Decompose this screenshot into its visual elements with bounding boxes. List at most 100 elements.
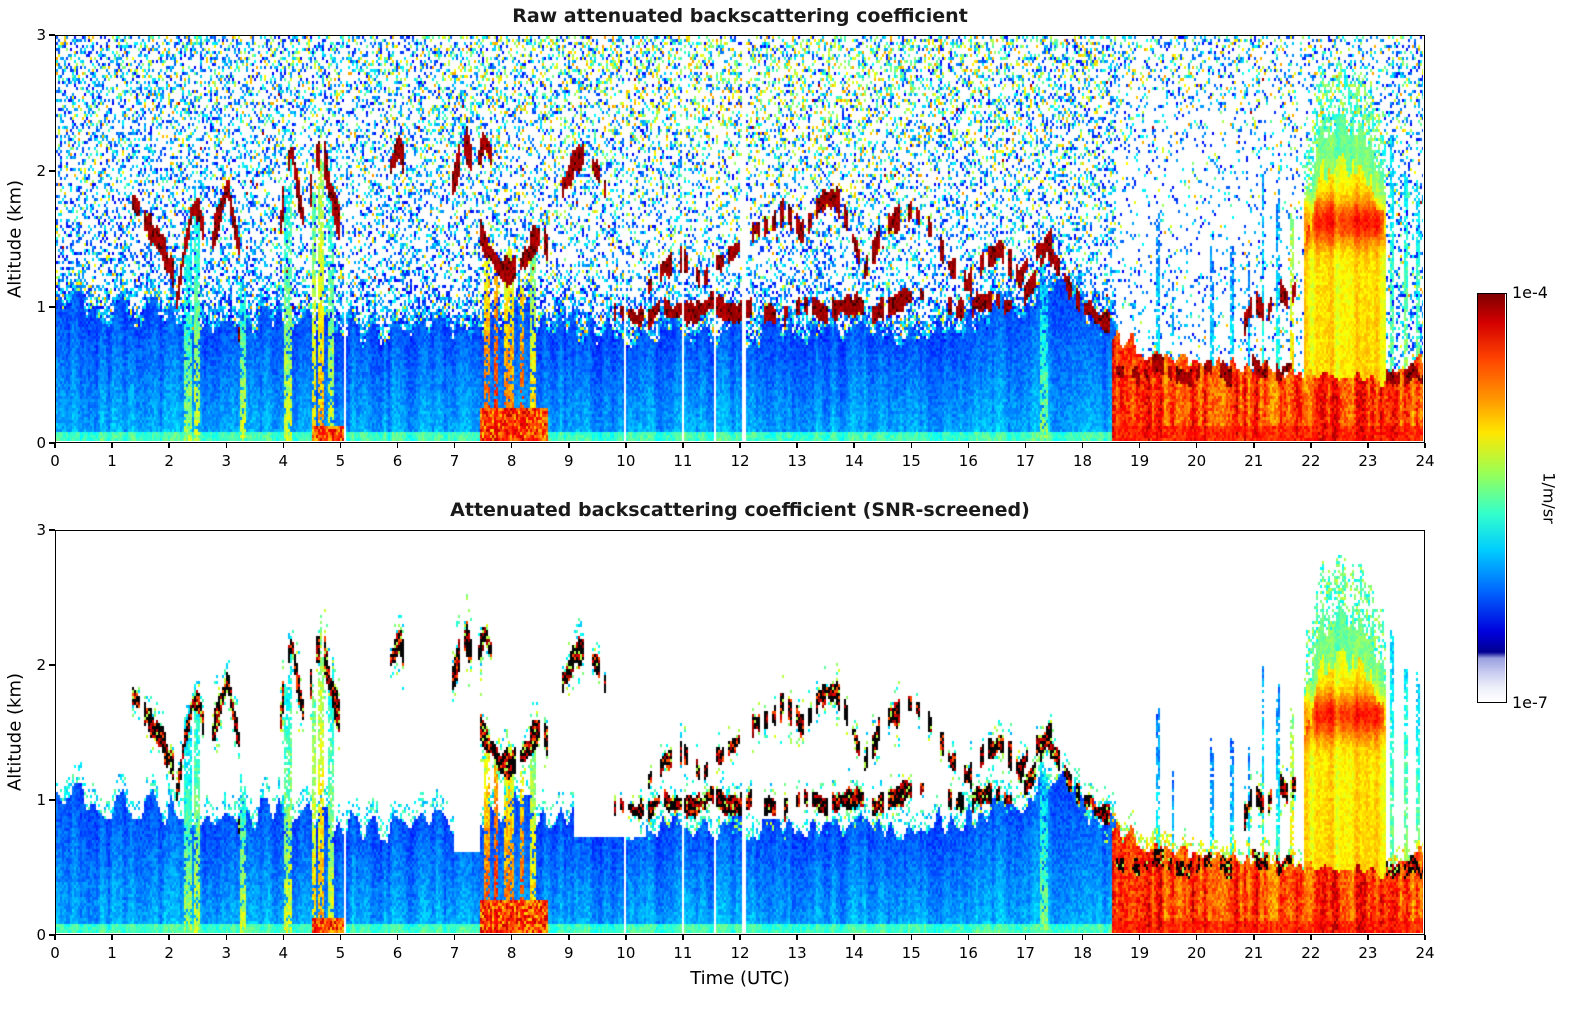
x-tick-label: 11 <box>673 452 693 470</box>
x-tick-label: 23 <box>1358 452 1378 470</box>
colorbar-min-label: 1e-7 <box>1512 693 1548 712</box>
x-tick-mark <box>1424 443 1426 448</box>
x-tick-mark <box>739 443 741 448</box>
x-tick-label: 6 <box>392 944 403 962</box>
x-tick-label: 21 <box>1244 944 1264 962</box>
x-tick-label: 10 <box>616 452 636 470</box>
raw-panel-title: Raw attenuated backscattering coefficien… <box>512 5 968 27</box>
x-tick-mark <box>1195 935 1198 940</box>
x-tick-label: 18 <box>1072 944 1093 962</box>
y-tick-mark <box>49 664 55 666</box>
x-tick-label: 6 <box>392 452 403 470</box>
x-tick-mark <box>396 935 399 940</box>
x-tick-label: 22 <box>1301 944 1321 962</box>
x-tick-mark <box>1024 443 1027 448</box>
y-tick-label: 2 <box>36 162 46 180</box>
x-tick-mark <box>1424 935 1426 940</box>
x-tick-mark <box>339 443 342 448</box>
y-tick-mark <box>49 529 55 531</box>
x-tick-mark <box>1367 935 1369 940</box>
raw-altitude-axis-label: Altitude (km) <box>4 179 26 299</box>
x-tick-mark <box>796 935 798 940</box>
x-tick-label: 0 <box>50 452 60 470</box>
x-tick-mark <box>853 935 855 940</box>
x-tick-mark <box>910 443 912 448</box>
x-tick-label: 9 <box>563 452 574 470</box>
x-tick-label: 24 <box>1415 944 1435 962</box>
x-tick-mark <box>568 935 570 940</box>
x-tick-label: 14 <box>844 944 864 962</box>
y-tick-mark <box>49 306 55 308</box>
x-tick-mark <box>453 443 456 448</box>
x-tick-mark <box>1310 935 1312 940</box>
x-tick-mark <box>225 443 227 448</box>
x-tick-label: 8 <box>506 452 517 470</box>
screened-panel-title: Attenuated backscattering coefficient (S… <box>450 499 1030 521</box>
x-tick-label: 20 <box>1187 452 1207 470</box>
x-tick-mark <box>1024 935 1027 940</box>
x-tick-mark <box>111 935 113 940</box>
x-tick-mark <box>967 443 970 448</box>
x-tick-mark <box>168 935 170 940</box>
x-tick-label: 17 <box>1015 452 1035 470</box>
x-tick-mark <box>1367 443 1369 448</box>
y-tick-mark <box>49 170 55 172</box>
x-tick-mark <box>111 443 113 448</box>
x-tick-mark <box>910 935 912 940</box>
x-tick-label: 7 <box>449 944 460 962</box>
x-tick-label: 16 <box>958 944 978 962</box>
x-tick-label: 13 <box>787 944 807 962</box>
x-tick-label: 21 <box>1244 452 1264 470</box>
x-tick-label: 19 <box>1130 944 1150 962</box>
colorbar-frame <box>1477 293 1507 703</box>
x-tick-mark <box>54 443 56 448</box>
x-tick-label: 3 <box>221 452 232 470</box>
x-tick-label: 13 <box>787 452 807 470</box>
x-tick-mark <box>682 443 684 448</box>
x-tick-label: 15 <box>901 452 921 470</box>
x-tick-mark <box>510 443 513 448</box>
screened-altitude-axis-label: Altitude (km) <box>4 672 26 792</box>
x-tick-label: 23 <box>1358 944 1378 962</box>
x-tick-mark <box>682 935 684 940</box>
y-tick-mark <box>49 934 55 936</box>
x-tick-label: 4 <box>278 944 289 962</box>
y-tick-label: 3 <box>36 26 46 44</box>
x-tick-label: 12 <box>730 944 750 962</box>
y-tick-label: 0 <box>36 926 46 944</box>
y-tick-label: 3 <box>36 521 46 539</box>
x-tick-label: 1 <box>107 452 117 470</box>
x-tick-mark <box>1253 443 1255 448</box>
x-tick-mark <box>967 935 970 940</box>
x-tick-label: 17 <box>1015 944 1035 962</box>
time-axis-label: Time (UTC) <box>690 968 790 989</box>
x-tick-mark <box>1310 443 1312 448</box>
x-tick-label: 9 <box>563 944 574 962</box>
x-tick-label: 7 <box>449 452 460 470</box>
x-tick-mark <box>282 443 285 448</box>
x-tick-mark <box>739 935 741 940</box>
x-tick-label: 8 <box>506 944 517 962</box>
x-tick-label: 12 <box>730 452 750 470</box>
x-tick-mark <box>510 935 513 940</box>
x-tick-label: 2 <box>164 944 174 962</box>
x-tick-mark <box>339 935 342 940</box>
x-tick-label: 20 <box>1187 944 1207 962</box>
y-tick-mark <box>49 34 55 36</box>
y-tick-label: 1 <box>36 298 46 316</box>
x-tick-mark <box>282 935 285 940</box>
x-tick-mark <box>1081 935 1084 940</box>
x-tick-label: 15 <box>901 944 921 962</box>
colorbar-gradient <box>1478 294 1505 701</box>
colorbar-max-label: 1e-4 <box>1512 283 1548 302</box>
y-tick-label: 1 <box>36 791 46 809</box>
x-tick-mark <box>54 935 56 940</box>
x-tick-label: 18 <box>1072 452 1093 470</box>
y-tick-label: 2 <box>36 656 46 674</box>
x-tick-mark <box>853 443 855 448</box>
x-tick-mark <box>1138 443 1141 448</box>
x-tick-mark <box>1195 443 1198 448</box>
raw-plot-frame <box>55 35 1425 443</box>
x-tick-mark <box>568 443 570 448</box>
